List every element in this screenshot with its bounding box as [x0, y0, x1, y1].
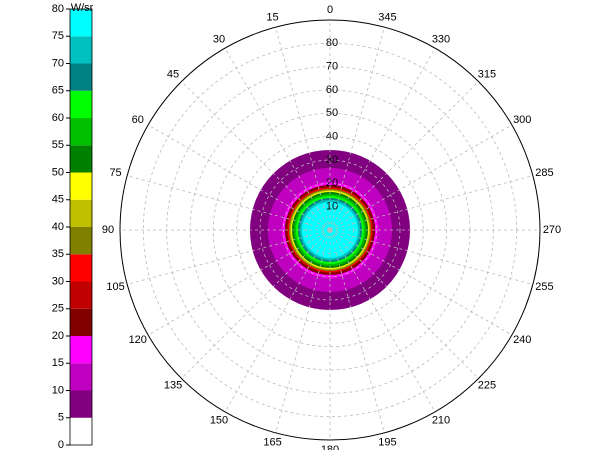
- theta-tick-label: 240: [513, 334, 531, 346]
- r-tick-label: 80: [326, 37, 338, 49]
- colorbar-tick-label: 40: [52, 221, 64, 233]
- colorbar-band: [70, 281, 92, 309]
- colorbar-band: [70, 199, 92, 227]
- theta-tick-label: 90: [102, 224, 114, 236]
- colorbar-band: [70, 336, 92, 364]
- theta-tick-label: 180: [321, 444, 339, 450]
- grid-spoke: [275, 229, 331, 433]
- theta-tick-label: 165: [263, 436, 281, 448]
- colorbar-tick-label: 10: [52, 384, 64, 396]
- grid-spoke: [329, 175, 533, 231]
- colorbar-band: [70, 118, 92, 146]
- grid-spoke: [181, 81, 331, 231]
- theta-tick-label: 330: [432, 33, 450, 45]
- grid-spoke: [329, 47, 436, 231]
- theta-tick-label: 315: [478, 68, 496, 80]
- colorbar-tick-label: 55: [52, 139, 64, 151]
- colorbar-tick-label: 30: [52, 275, 64, 287]
- colorbar-band: [70, 172, 92, 200]
- grid-spoke: [329, 229, 513, 336]
- grid-spoke: [329, 229, 533, 285]
- grid-spoke: [147, 124, 331, 231]
- colorbar-band: [70, 417, 92, 445]
- r-tick-label: 30: [326, 154, 338, 166]
- theta-tick-label: 60: [132, 114, 144, 126]
- r-tick-label: 20: [326, 177, 338, 189]
- theta-tick-label: 225: [478, 379, 496, 391]
- grid-spoke: [329, 229, 436, 413]
- theta-tick-label: 300: [513, 114, 531, 126]
- colorbar-tick-label: 25: [52, 303, 64, 315]
- theta-tick-label: 120: [129, 334, 147, 346]
- r-tick-label: 50: [326, 107, 338, 119]
- colorbar-label: W/sr: [71, 2, 94, 14]
- theta-tick-label: 135: [164, 379, 182, 391]
- grid-spoke: [147, 229, 331, 336]
- colorbar-band: [70, 9, 92, 37]
- colorbar-tick-label: 65: [52, 85, 64, 97]
- colorbar-tick-label: 45: [52, 194, 64, 206]
- grid-spoke: [329, 229, 385, 433]
- theta-tick-label: 45: [167, 68, 179, 80]
- r-tick-label: 10: [326, 201, 338, 213]
- theta-tick-label: 285: [535, 167, 553, 179]
- grid-spoke: [127, 229, 331, 285]
- colorbar-tick-label: 20: [52, 330, 64, 342]
- colorbar-band: [70, 145, 92, 173]
- colorbar-band: [70, 254, 92, 282]
- grid-spoke: [224, 47, 331, 231]
- theta-tick-label: 0: [327, 4, 333, 16]
- theta-tick-label: 105: [106, 281, 124, 293]
- colorbar-band: [70, 227, 92, 255]
- colorbar-tick-label: 50: [52, 166, 64, 178]
- grid-circle: [236, 136, 424, 324]
- theta-tick-label: 195: [378, 436, 396, 448]
- colorbar-tick-label: 75: [52, 30, 64, 42]
- polar-frame: [119, 19, 541, 441]
- colorbar-band: [70, 308, 92, 336]
- colorbar-band: [70, 63, 92, 91]
- theta-tick-label: 255: [535, 281, 553, 293]
- colorbar-tick-label: 80: [52, 3, 64, 15]
- grid-spoke: [275, 27, 331, 231]
- colorbar-tick-label: 15: [52, 357, 64, 369]
- grid-spoke: [127, 175, 331, 231]
- grid-spoke: [329, 124, 513, 231]
- grid-spoke: [329, 229, 479, 379]
- grid-spoke: [181, 229, 331, 379]
- colorbar-tick-label: 70: [52, 57, 64, 69]
- theta-tick-label: 270: [543, 224, 561, 236]
- colorbar-band: [70, 36, 92, 64]
- theta-tick-label: 150: [210, 414, 228, 426]
- grid-spoke: [329, 27, 385, 231]
- grid-circle: [259, 159, 401, 301]
- r-tick-label: 60: [326, 84, 338, 96]
- grid-circle: [282, 182, 378, 278]
- grid-circle: [306, 206, 354, 254]
- colorbar-band: [70, 390, 92, 418]
- grid-spoke: [224, 229, 331, 413]
- colorbar-band: [70, 90, 92, 118]
- theta-tick-label: 75: [109, 167, 121, 179]
- colorbar-band: [70, 363, 92, 391]
- colorbar-tick-label: 0: [58, 439, 64, 450]
- theta-tick-label: 30: [213, 33, 225, 45]
- r-tick-label: 40: [326, 131, 338, 143]
- grid-spoke: [329, 81, 479, 231]
- r-tick-label: 70: [326, 61, 338, 73]
- colorbar-tick-label: 60: [52, 112, 64, 124]
- colorbar-tick-label: 35: [52, 248, 64, 260]
- theta-tick-label: 345: [378, 11, 396, 23]
- colorbar-tick-label: 5: [58, 412, 64, 424]
- theta-tick-label: 15: [266, 11, 278, 23]
- theta-tick-label: 210: [432, 414, 450, 426]
